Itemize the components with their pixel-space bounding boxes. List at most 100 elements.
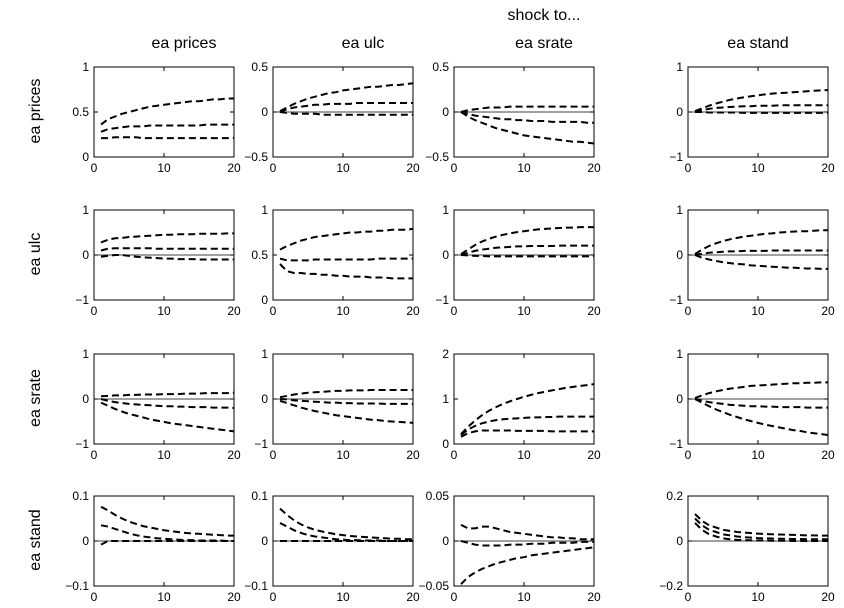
series-line-2 <box>694 254 828 270</box>
series-line-1 <box>279 398 413 405</box>
x-tick-label: 20 <box>227 161 241 175</box>
y-tick-label: 2 <box>442 347 449 361</box>
y-tick-label: 0.5 <box>432 60 449 74</box>
y-tick-label: −0.1 <box>65 579 89 593</box>
x-tick-label: 10 <box>157 304 171 318</box>
series-line-2 <box>101 136 234 140</box>
x-tick-label: 20 <box>587 448 601 462</box>
x-tick-label: 20 <box>587 590 601 604</box>
series-line-1 <box>100 247 234 252</box>
series-line-2 <box>460 429 594 438</box>
x-tick-label: 10 <box>336 161 350 175</box>
y-tick-label: 0 <box>442 105 449 119</box>
y-tick-label: 1 <box>261 347 268 361</box>
series-line-2 <box>279 111 413 116</box>
series-line-2 <box>100 540 234 546</box>
y-tick-label: 0.1 <box>251 489 268 503</box>
series-line-0 <box>100 232 234 244</box>
series-line-1 <box>460 415 594 436</box>
y-tick-label: −0.2 <box>659 579 683 593</box>
y-tick-label: 1 <box>676 347 683 361</box>
row-label-3: ea stand <box>27 509 44 570</box>
y-tick-label: 0 <box>261 105 268 119</box>
y-tick-label: 0 <box>442 437 449 451</box>
panel-r0-c0: 00.510 10 20 <box>72 60 241 175</box>
series-line-1 <box>694 104 828 113</box>
series-line-0 <box>100 97 234 126</box>
x-tick-label: 20 <box>587 161 601 175</box>
x-tick-label: 20 <box>406 448 420 462</box>
x-tick-label: 20 <box>406 590 420 604</box>
y-tick-label: 0 <box>261 392 268 406</box>
series-line-2 <box>694 398 829 436</box>
series-line-2 <box>694 522 828 542</box>
y-tick-label: 1 <box>82 203 89 217</box>
y-tick-label: −0.05 <box>419 579 450 593</box>
x-tick-label: 10 <box>517 304 531 318</box>
series-line-0 <box>279 389 413 399</box>
x-tick-label: 20 <box>227 590 241 604</box>
y-tick-label: 0.5 <box>72 105 89 119</box>
x-tick-label: 0 <box>685 304 692 318</box>
x-tick-label: 10 <box>751 448 765 462</box>
series-line-0 <box>460 383 595 435</box>
x-tick-label: 10 <box>157 448 171 462</box>
series-line-1 <box>100 398 235 409</box>
y-tick-label: 1 <box>442 392 449 406</box>
y-tick-label: 0 <box>676 534 683 548</box>
y-tick-label: 0 <box>261 293 268 307</box>
series-line-0 <box>100 391 235 398</box>
y-tick-label: 1 <box>442 203 449 217</box>
series-line-2 <box>279 399 414 424</box>
y-tick-label: 1 <box>261 203 268 217</box>
y-tick-label: 0.05 <box>426 489 450 503</box>
super-title: shock to... <box>508 7 581 24</box>
series-line-2 <box>100 401 235 433</box>
y-tick-label: 0.2 <box>666 489 683 503</box>
y-tick-label: 0 <box>82 534 89 548</box>
x-tick-label: 0 <box>451 448 458 462</box>
series-line-1 <box>279 102 413 113</box>
series-line-2 <box>460 111 595 145</box>
x-tick-label: 20 <box>821 590 835 604</box>
y-tick-label: 0 <box>82 150 89 164</box>
y-tick-label: −0.5 <box>244 150 268 164</box>
panel-frame <box>272 209 414 301</box>
y-tick-label: −0.1 <box>244 579 268 593</box>
series-line-0 <box>460 523 594 541</box>
panels-grid: 00.510 10 20−0.500.50 10 20−0.500.50 10 20−101… <box>65 60 835 604</box>
series-line-0 <box>279 507 413 541</box>
series-line-1 <box>100 123 234 133</box>
series-line-1 <box>279 522 413 542</box>
x-tick-label: 10 <box>336 590 350 604</box>
panel-r3-c0: −0.100.10 10 20 <box>65 489 241 604</box>
column-title-3: ea stand <box>727 35 788 52</box>
series-line-0 <box>279 227 414 251</box>
x-tick-label: 10 <box>336 304 350 318</box>
column-title-1: ea ulc <box>342 35 385 52</box>
x-tick-label: 10 <box>751 590 765 604</box>
x-tick-label: 20 <box>227 304 241 318</box>
x-tick-label: 10 <box>157 590 171 604</box>
x-tick-label: 20 <box>587 304 601 318</box>
y-tick-label: −1 <box>669 293 683 307</box>
x-tick-label: 0 <box>91 448 98 462</box>
x-tick-label: 10 <box>517 590 531 604</box>
series-line-2 <box>695 111 828 114</box>
y-tick-label: 1 <box>82 347 89 361</box>
series-line-1 <box>694 249 828 256</box>
y-tick-label: 0.5 <box>251 60 268 74</box>
panel-r0-c2: −0.500.50 10 20 <box>425 60 601 175</box>
series-line-1 <box>279 257 413 262</box>
y-tick-label: 0.5 <box>251 248 268 262</box>
y-tick-label: 0 <box>676 105 683 119</box>
series-line-0 <box>694 381 828 400</box>
series-line-1 <box>460 244 594 256</box>
x-tick-label: 0 <box>451 590 458 604</box>
panel-r3-c3: −0.200.20 10 20 <box>659 489 835 604</box>
